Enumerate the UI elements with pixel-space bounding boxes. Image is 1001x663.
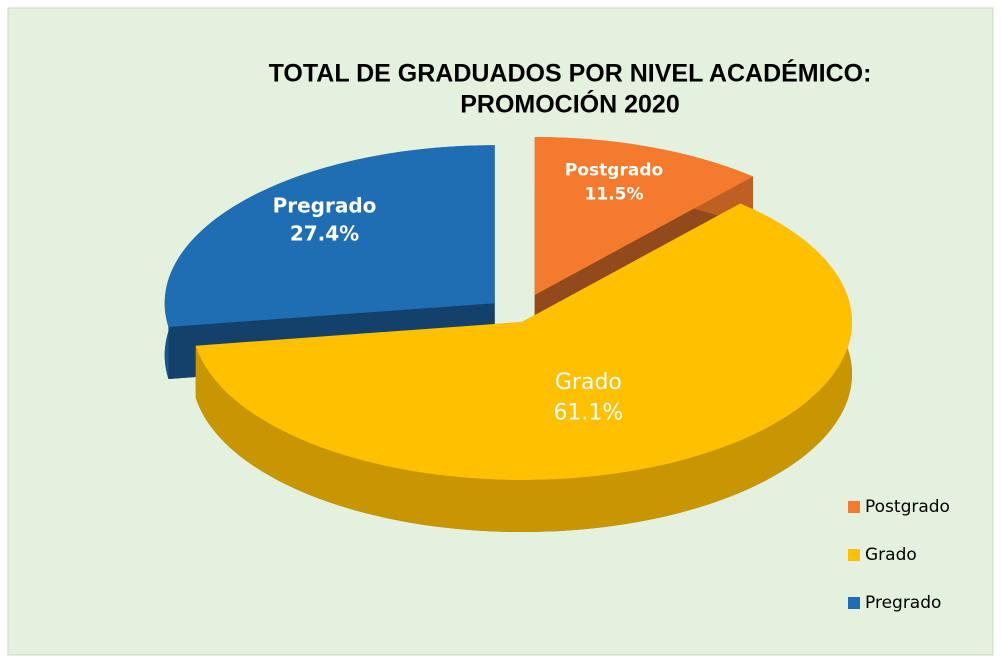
- legend-label: Grado: [865, 545, 917, 565]
- legend-swatch: [848, 501, 860, 513]
- legend-label: Pregrado: [865, 593, 941, 613]
- slice-value-label: 27.4%: [290, 222, 359, 246]
- slice-label: Grado: [555, 370, 622, 395]
- slice: [164, 145, 495, 327]
- slice-value-label: 61.1%: [553, 401, 623, 426]
- slice: [195, 203, 852, 480]
- slice: [534, 137, 753, 296]
- legend-swatch: [848, 597, 860, 609]
- slice-label: Postgrado: [565, 161, 663, 181]
- chart-title: TOTAL DE GRADUADOS POR NIVEL ACADÉMICO:: [269, 59, 872, 88]
- pie: [164, 137, 852, 532]
- legend: Postgrado Grado Pregrado: [848, 497, 950, 613]
- chart-title: PROMOCIÓN 2020: [460, 89, 680, 119]
- legend-swatch: [848, 549, 860, 561]
- legend-label: Postgrado: [865, 497, 950, 517]
- slice-value-label: 11.5%: [585, 184, 644, 204]
- labels: Postgrado 11.5% Grado 61.1% Pregrado 27.4%: [273, 161, 664, 426]
- slice-label: Pregrado: [273, 194, 377, 218]
